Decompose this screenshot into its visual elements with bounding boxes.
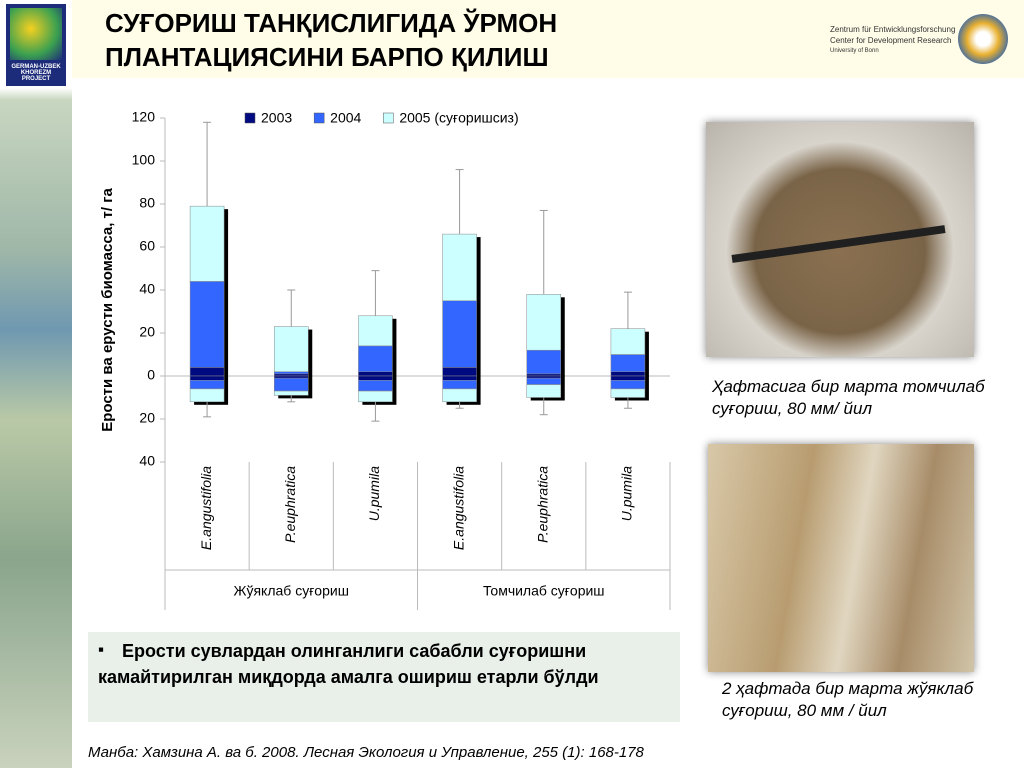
bar-segment [610,371,646,377]
y-axis-label: Ерости ва ерусти биомасса, т/ га [99,188,116,432]
legend-label: 2003 [261,110,292,126]
zef-line: Center for Development Research [830,36,952,45]
root-segment [189,380,225,390]
root-segment [526,377,561,385]
root-segment [610,380,646,390]
bar-segment [274,371,309,375]
title-line: ПЛАНТАЦИЯСИНИ БАРПО ҚИЛИШ [105,42,549,72]
title: СУҒОРИШ ТАНҚИСЛИГИДА ЎРМОН ПЛАНТАЦИЯСИНИ… [105,6,557,74]
logo-left: GERMAN-UZBEK KHOREZM PROJECT [6,4,66,86]
photo-caption: 2 ҳафтада бир марта жўяклаб суғориш, 80 … [722,679,974,720]
bar-segment [189,367,225,377]
title-line: СУҒОРИШ ТАНҚИСЛИГИДА ЎРМОН [105,8,558,38]
legend-swatch [244,112,256,124]
bar-segment [442,233,477,302]
root-segment [358,380,393,392]
source-text: Хамзина А. ва б. 2008. Лесная Экология и… [142,744,644,761]
root-segment [442,388,477,403]
header-band [0,0,1024,78]
x-tick-label: E.angustifolia [450,466,466,550]
root-segment [442,380,477,390]
group-label: Жўяклаб суғориш [234,583,349,599]
bar-segment [189,205,225,282]
photo-caption: Ҳафтасига бир марта томчилаб суғориш, 80… [712,377,985,418]
y-tick-label: 100 [132,152,156,168]
zef-line: Zentrum für Entwicklungsforschung [830,25,956,34]
x-tick-label: E.angustifolia [198,466,214,550]
root-segment [358,390,393,403]
logo-text: GERMAN-UZBEK [11,64,61,70]
left-photo-strip [0,0,72,768]
bullet-text: Ерости сувлардан олинганлиги сабабли суғ… [98,641,599,687]
drip-hose [731,225,946,263]
root-segment [274,377,309,392]
chart: Ерости ва ерусти биомасса, т/ га 120 100 8… [99,109,671,610]
bar-segment [358,315,393,347]
y-tick-label: 40 [139,453,155,469]
x-tick-label: P.euphratica [282,466,298,543]
source-label: Манба: [88,744,139,761]
x-tick-label: U.pumila [619,466,635,521]
legend-label: 2004 [330,110,361,126]
x-tick-label: U.pumila [366,466,382,521]
bar-segment [274,373,309,377]
root-segment [189,375,225,381]
logo-emblem [10,8,62,60]
y-tick-label: 20 [139,410,155,426]
root-segment [526,384,561,398]
bar-segment [274,326,309,372]
bullet-marker: ▪ [98,640,105,659]
bullet-box: ▪ Ерости сувлардан олинганлиги сабабли с… [88,632,680,722]
legend-swatch [313,112,325,124]
root-segment [526,375,561,379]
bar-segment [442,367,477,377]
zef-text: Zentrum für Entwicklungsforschung Center… [830,24,955,57]
y-tick-label: 20 [139,324,155,340]
root-segment [189,388,225,403]
root-segment [358,375,393,381]
bar-segment [610,354,646,372]
photo-furrow [708,444,974,672]
bar-segment [610,328,646,355]
bar-segment [189,281,225,368]
x-tick-label: P.euphratica [534,466,550,543]
legend-label: 2005 (суғоришсиз) [399,110,518,126]
legend-swatch [383,112,394,124]
logo-text: KHOREZM PROJECT [20,70,52,82]
bar-segment [442,300,477,368]
root-segment [610,388,646,398]
bar-segment [358,345,393,372]
zef-line: University of Bonn [830,48,879,54]
y-tick-label: 0 [147,367,155,383]
y-tick-label: 40 [139,281,155,297]
bar-segment [526,349,561,375]
y-tick-label: 80 [139,195,155,211]
root-segment [274,375,309,379]
root-segment [610,375,646,381]
root-segment [442,375,477,381]
y-tick-label: 120 [132,109,156,125]
zef-logo [958,14,1008,64]
bar-segment [526,294,561,351]
source: Манба: Хамзина А. ва б. 2008. Лесная Эко… [88,744,644,761]
photo-drip [706,122,974,357]
y-tick-label: 60 [139,238,155,254]
bar-segment [526,373,561,377]
group-label: Томчилаб суғориш [483,583,605,599]
root-segment [274,390,309,396]
bar-segment [358,371,393,377]
